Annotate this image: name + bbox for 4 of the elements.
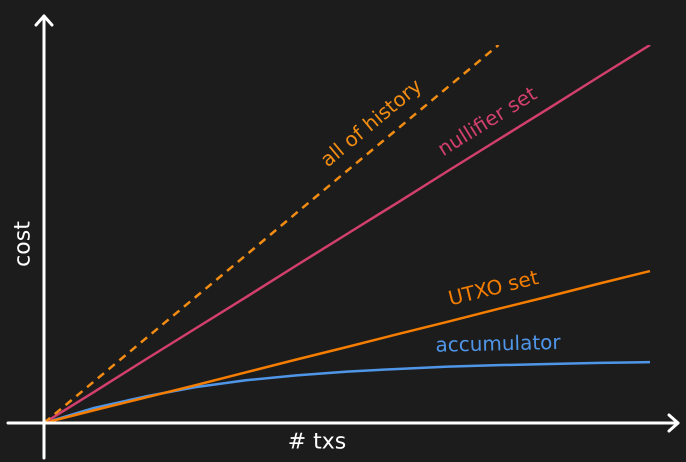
series-label: accumulator: [435, 330, 562, 357]
text: UTXO set: [446, 264, 541, 310]
y-axis-title: cost: [10, 220, 36, 267]
x-axis-title: # txs: [288, 430, 346, 455]
